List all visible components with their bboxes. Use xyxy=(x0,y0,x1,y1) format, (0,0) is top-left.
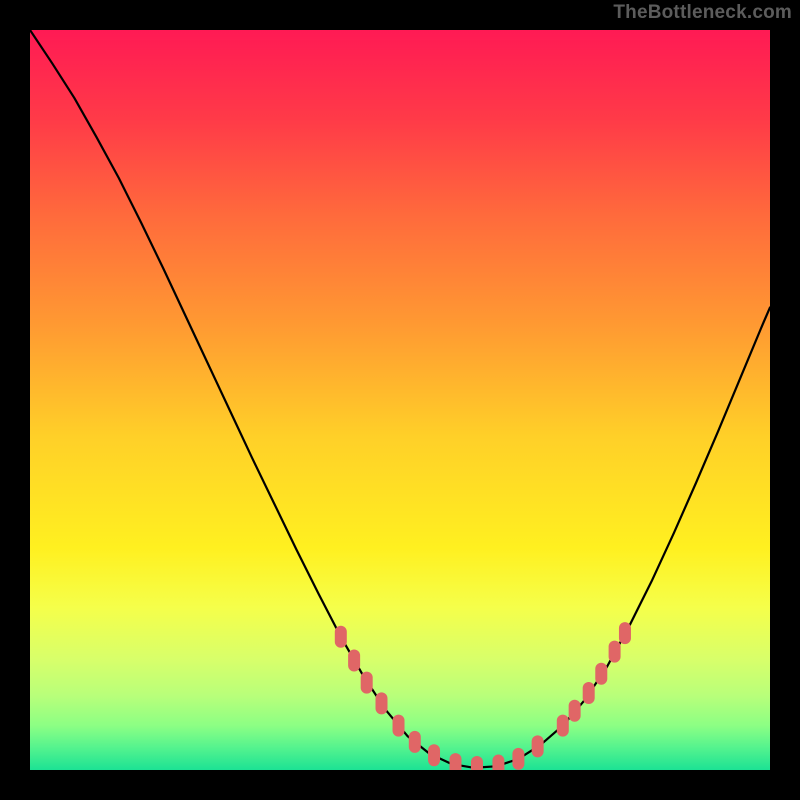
data-marker xyxy=(595,663,607,685)
data-marker xyxy=(409,731,421,753)
data-marker xyxy=(393,715,405,737)
data-marker xyxy=(428,744,440,766)
data-marker xyxy=(583,682,595,704)
data-marker xyxy=(619,622,631,644)
data-marker xyxy=(450,753,462,770)
data-marker xyxy=(335,626,347,648)
data-marker xyxy=(471,756,483,770)
data-marker xyxy=(361,672,373,694)
data-marker xyxy=(557,715,569,737)
watermark-text: TheBottleneck.com xyxy=(613,2,792,24)
plot-background xyxy=(30,30,770,770)
data-marker xyxy=(569,700,581,722)
chart-container: TheBottleneck.com xyxy=(0,0,800,800)
chart-svg xyxy=(30,30,770,770)
data-marker xyxy=(609,641,621,663)
data-marker xyxy=(376,692,388,714)
data-marker xyxy=(492,755,504,770)
data-marker xyxy=(532,735,544,757)
plot-area xyxy=(30,30,770,770)
data-marker xyxy=(348,649,360,671)
data-marker xyxy=(512,748,524,770)
